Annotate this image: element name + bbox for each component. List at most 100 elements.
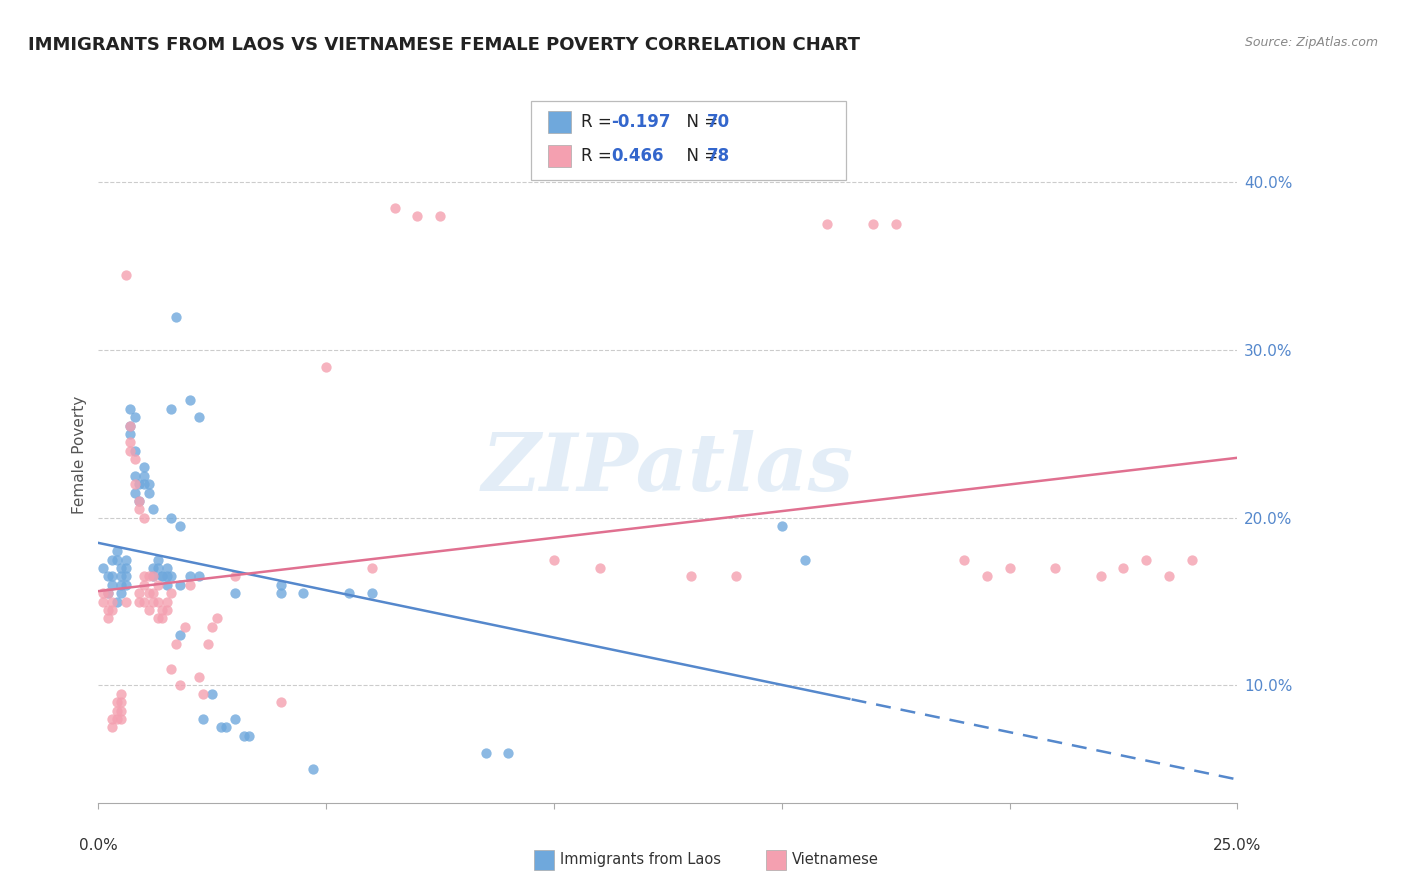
Text: 0.466: 0.466 [612, 147, 664, 165]
Point [128, 494, 150, 508]
Point [174, 620, 197, 634]
Point [105, 695, 128, 709]
Point [301, 762, 323, 776]
Point [156, 594, 179, 608]
Point [770, 519, 793, 533]
Text: N =: N = [676, 147, 724, 165]
Point [215, 720, 238, 734]
Text: 0.0%: 0.0% [79, 838, 118, 854]
Point [201, 620, 224, 634]
Point [169, 519, 191, 533]
Point [114, 594, 136, 608]
Point [270, 578, 292, 592]
Point [156, 561, 179, 575]
Point [193, 712, 215, 726]
Point [1181, 552, 1204, 566]
Point [406, 209, 429, 223]
Point [132, 578, 155, 592]
Point [142, 594, 165, 608]
Point [142, 502, 165, 516]
Point [128, 586, 150, 600]
Text: N =: N = [676, 112, 724, 131]
Point [110, 569, 132, 583]
Point [138, 485, 160, 500]
Point [114, 569, 136, 583]
Point [91, 594, 114, 608]
Point [124, 477, 146, 491]
Point [315, 359, 337, 374]
Point [128, 594, 150, 608]
Point [793, 552, 815, 566]
Point [105, 594, 128, 608]
Point [884, 218, 907, 232]
Point [132, 569, 155, 583]
Point [1135, 552, 1157, 566]
Point [146, 552, 169, 566]
Point [124, 468, 146, 483]
Point [193, 687, 215, 701]
Point [543, 552, 565, 566]
Point [205, 611, 228, 625]
Point [224, 586, 246, 600]
Text: -0.197: -0.197 [612, 112, 671, 131]
Point [1043, 561, 1066, 575]
Text: Vietnamese: Vietnamese [792, 853, 879, 867]
Point [142, 569, 165, 583]
Point [105, 712, 128, 726]
Point [124, 443, 146, 458]
Point [101, 603, 124, 617]
Text: ZIPatlas: ZIPatlas [482, 430, 853, 508]
Point [105, 552, 128, 566]
Point [96, 586, 118, 600]
Point [110, 687, 132, 701]
Point [128, 502, 150, 516]
Point [101, 720, 124, 734]
Point [360, 561, 382, 575]
Point [146, 578, 169, 592]
Point [120, 443, 142, 458]
Text: R =: R = [581, 147, 617, 165]
Point [187, 569, 209, 583]
Point [101, 594, 124, 608]
Point [110, 704, 132, 718]
Point [150, 611, 173, 625]
Point [160, 569, 183, 583]
Point [142, 561, 165, 575]
Point [124, 485, 146, 500]
Point [160, 401, 183, 416]
Point [110, 586, 132, 600]
Point [165, 310, 187, 324]
Point [132, 477, 155, 491]
Point [124, 410, 146, 425]
Point [96, 569, 118, 583]
Point [110, 695, 132, 709]
Point [209, 720, 232, 734]
Point [976, 569, 998, 583]
Point [156, 603, 179, 617]
Point [110, 712, 132, 726]
Point [105, 704, 128, 718]
Point [156, 569, 179, 583]
Point [498, 746, 520, 760]
Point [169, 678, 191, 692]
Point [91, 586, 114, 600]
Point [138, 586, 160, 600]
Point [101, 578, 124, 592]
Point [156, 578, 179, 592]
Point [270, 695, 292, 709]
Point [179, 578, 201, 592]
Point [105, 544, 128, 558]
Text: 78: 78 [707, 147, 730, 165]
Point [128, 477, 150, 491]
Point [114, 578, 136, 592]
Point [120, 418, 142, 433]
Point [474, 746, 496, 760]
Point [150, 569, 173, 583]
Point [197, 636, 219, 650]
Point [998, 561, 1021, 575]
Point [120, 418, 142, 433]
Point [138, 603, 160, 617]
Point [114, 561, 136, 575]
Point [124, 452, 146, 467]
Point [101, 712, 124, 726]
